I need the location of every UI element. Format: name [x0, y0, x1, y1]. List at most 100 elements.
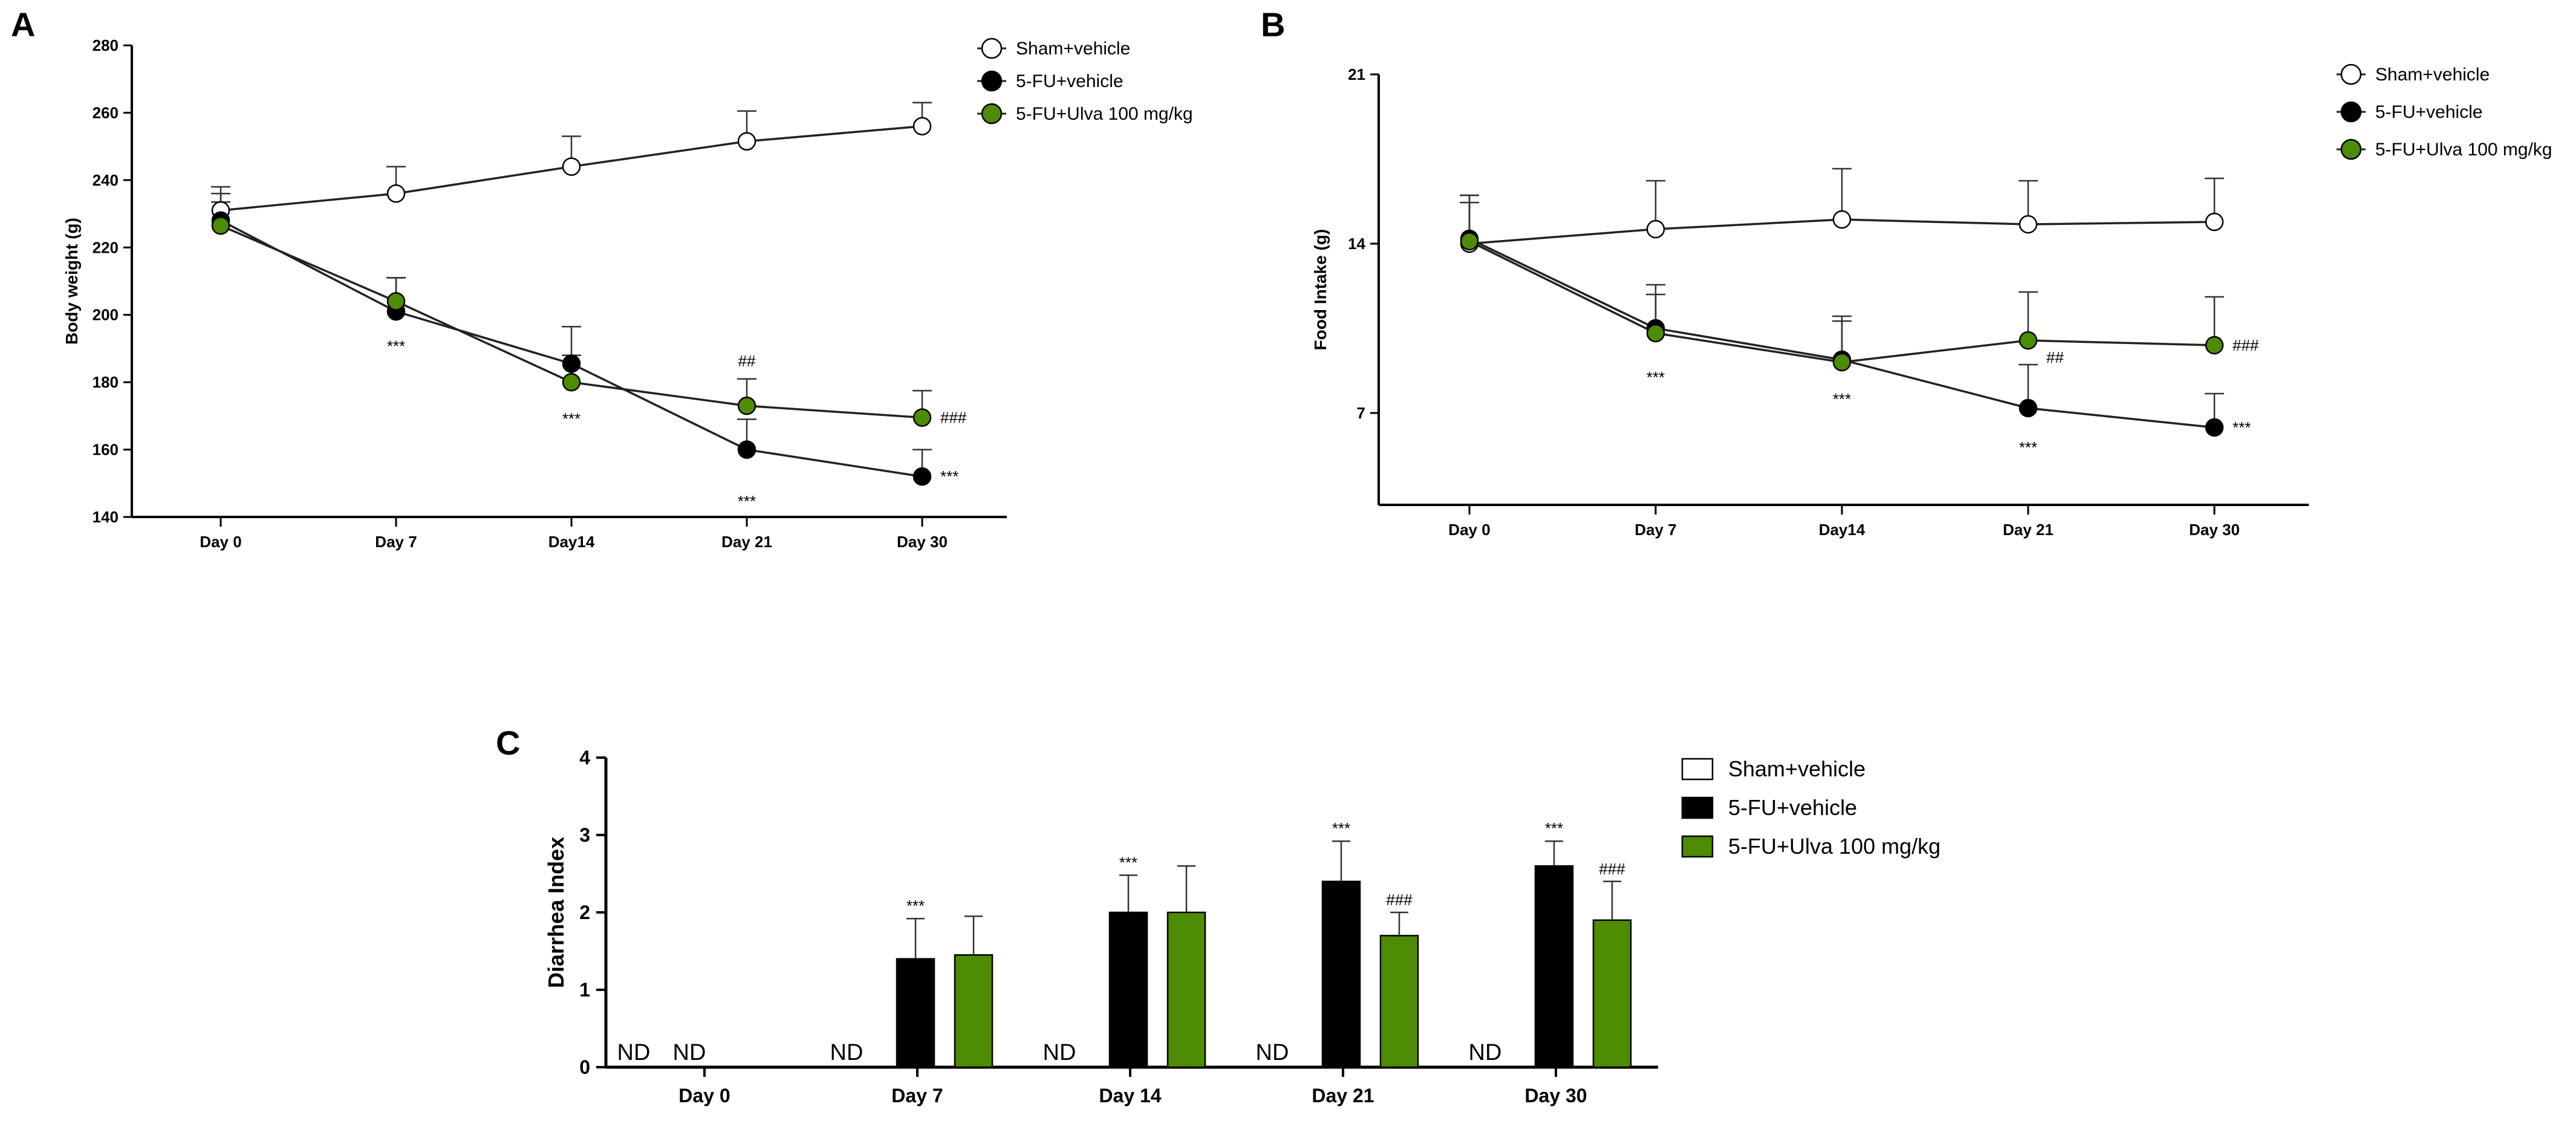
- legend-marker-ulva: [981, 103, 1003, 125]
- data-point-ulva: [737, 396, 756, 415]
- data-point-fu: [912, 467, 932, 486]
- significance-annotation: ***: [562, 410, 581, 428]
- bar-fu: [1534, 865, 1574, 1068]
- data-point-fu: [2018, 398, 2038, 418]
- significance-annotation: ***: [906, 897, 925, 915]
- data-point-sham: [737, 132, 756, 151]
- significance-annotation: ***: [1545, 819, 1563, 837]
- x-tick-label: Day 14: [1099, 1085, 1161, 1106]
- bar-fu: [1108, 911, 1148, 1068]
- bar-ulva: [1379, 935, 1419, 1068]
- y-tick-label: 7: [1357, 404, 1365, 422]
- y-tick-label: 240: [93, 171, 119, 189]
- panel-a-chart: A 140 160 180 200 220 240 260 280 Body weight (g)…: [11, 5, 1193, 551]
- data-point-ulva: [386, 292, 406, 311]
- panel-label: A: [11, 5, 35, 44]
- x-tick-label: Day 21: [2003, 521, 2054, 539]
- legend-marker-sham: [981, 37, 1003, 59]
- legend-marker-fu: [981, 70, 1003, 92]
- legend-swatch-fu: [1681, 796, 1714, 819]
- y-axis-label: Food Intake (g): [1311, 229, 1330, 351]
- significance-annotation: ***: [1647, 368, 1665, 386]
- y-tick-label: 140: [93, 508, 119, 526]
- significance-annotation: ##: [738, 352, 756, 370]
- data-point-ulva: [912, 408, 932, 427]
- significance-annotation: ***: [1332, 819, 1350, 837]
- y-tick-label: 0: [579, 1056, 590, 1078]
- data-point-ulva: [2205, 336, 2224, 355]
- nd-label: ND: [830, 1040, 864, 1065]
- significance-annotation: ***: [940, 467, 958, 486]
- data-point-sham: [912, 117, 932, 135]
- nd-label: ND: [673, 1040, 706, 1065]
- legend-entry: Sham+vehicle: [1016, 39, 1130, 59]
- y-tick-label: 21: [1348, 65, 1365, 83]
- y-tick-label: 3: [579, 824, 590, 846]
- significance-annotation: ***: [1119, 854, 1137, 872]
- data-point-ulva: [562, 372, 581, 392]
- panel-b-chart: B 7 14 21 Food Intake (g) Day 0 Day 7 Day14 Day …: [1261, 5, 2552, 539]
- y-tick-label: 160: [93, 441, 119, 459]
- bar-fu: [896, 958, 935, 1068]
- x-tick-label: Day 0: [678, 1085, 730, 1106]
- nd-label: ND: [1256, 1040, 1289, 1065]
- significance-annotation: ##: [2046, 348, 2064, 366]
- panel-label: C: [496, 724, 520, 762]
- x-tick-label: Day14: [1819, 521, 1865, 539]
- data-point-sham: [386, 184, 406, 203]
- y-tick-label: 4: [579, 747, 590, 768]
- x-tick-label: Day 21: [721, 533, 772, 551]
- data-point-ulva: [1460, 232, 1479, 251]
- legend-swatch-sham: [1681, 758, 1714, 781]
- y-tick-label: 200: [93, 306, 119, 324]
- data-point-ulva: [2018, 331, 2038, 350]
- data-point-sham: [2205, 212, 2224, 232]
- y-tick-label: 280: [93, 36, 119, 54]
- y-tick-label: 180: [93, 373, 119, 391]
- data-point-ulva: [211, 216, 230, 235]
- nd-label: ND: [1043, 1040, 1076, 1065]
- data-point-ulva: [1646, 323, 1665, 343]
- x-tick-label: Day14: [548, 533, 595, 551]
- x-tick-label: Day 7: [891, 1085, 943, 1106]
- x-tick-label: Day 30: [897, 533, 948, 551]
- legend-entry: 5-FU+vehicle: [1728, 795, 1857, 820]
- x-tick-label: Day 7: [1634, 521, 1676, 539]
- x-tick-label: Day 30: [2189, 521, 2240, 539]
- data-point-fu: [737, 440, 756, 459]
- panel-label: B: [1261, 5, 1285, 44]
- significance-annotation: ***: [1833, 390, 1851, 408]
- legend-entry: Sham+vehicle: [2375, 65, 2490, 85]
- data-point-sham: [1832, 210, 1852, 229]
- significance-annotation: ###: [2233, 336, 2259, 354]
- x-tick-label: Day 21: [1312, 1085, 1374, 1106]
- y-tick-label: 1: [579, 979, 590, 1001]
- y-tick-label: 220: [93, 238, 119, 256]
- significance-annotation: ***: [738, 492, 756, 510]
- y-axis-label: Body weight (g): [62, 218, 81, 345]
- bar-ulva: [1592, 919, 1632, 1068]
- significance-annotation: ***: [2019, 438, 2037, 457]
- bar-fu: [1321, 880, 1361, 1068]
- significance-annotation: ###: [1599, 860, 1625, 878]
- legend-entry: Sham+vehicle: [1728, 756, 1865, 781]
- significance-annotation: ###: [1386, 891, 1413, 909]
- data-point-sham: [2018, 215, 2038, 234]
- bar-ulva: [954, 954, 994, 1068]
- legend-marker-sham: [2340, 63, 2362, 85]
- x-tick-label: Day 30: [1524, 1085, 1587, 1106]
- y-tick-label: 2: [579, 902, 590, 923]
- legend-entry: 5-FU+vehicle: [2375, 102, 2483, 122]
- significance-annotation: ***: [2233, 418, 2251, 437]
- nd-label: ND: [1469, 1040, 1502, 1065]
- significance-annotation: ***: [387, 337, 405, 356]
- nd-label: ND: [617, 1040, 651, 1065]
- legend-entry: 5-FU+Ulva 100 mg/kg: [1728, 834, 1940, 859]
- data-point-fu: [562, 354, 581, 373]
- legend-entry: 5-FU+vehicle: [1016, 71, 1124, 91]
- x-tick-label: Day 0: [200, 533, 241, 551]
- legend-marker-fu: [2340, 101, 2362, 123]
- significance-annotation: ###: [940, 409, 967, 427]
- legend-entry: 5-FU+Ulva 100 mg/kg: [1016, 104, 1193, 124]
